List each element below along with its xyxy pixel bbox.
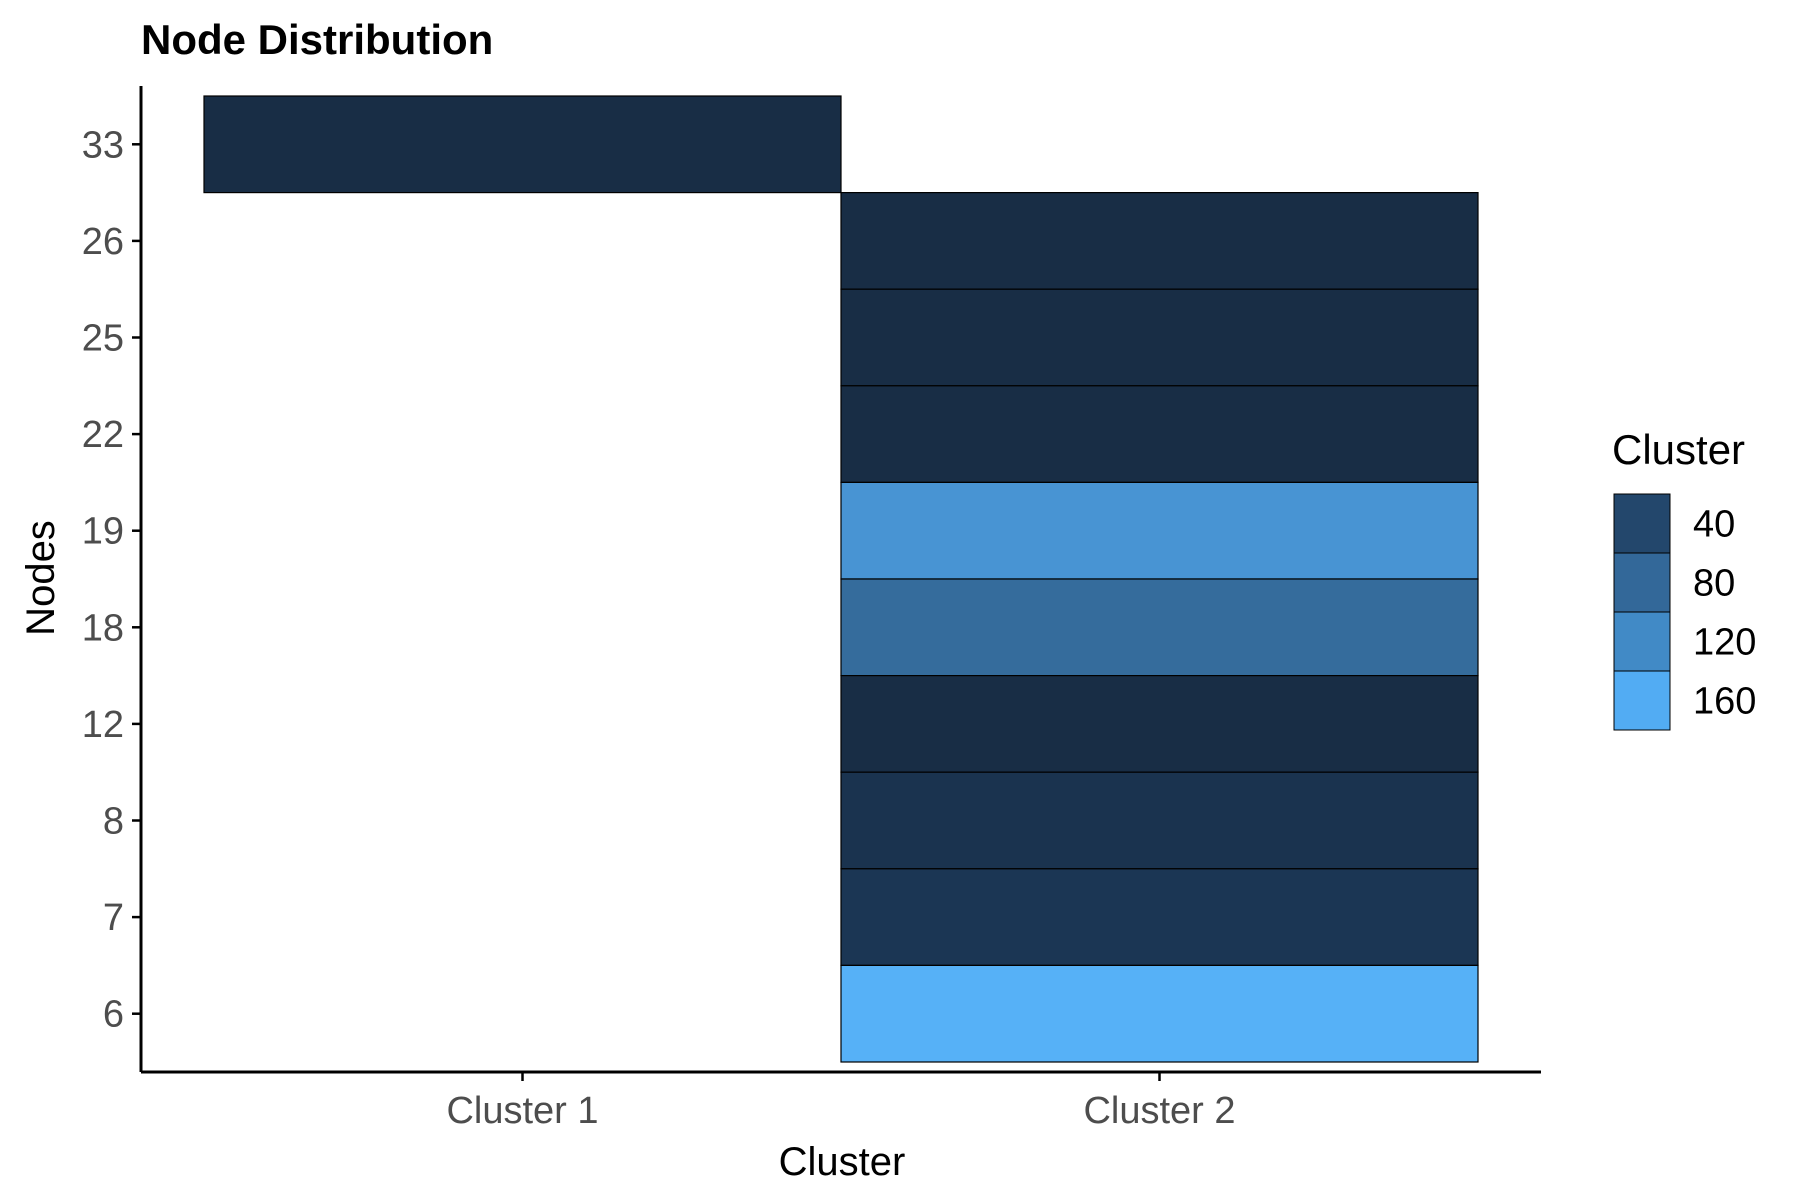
heatmap-tiles	[203, 95, 1479, 1063]
legend-title: Cluster	[1612, 426, 1745, 473]
legend-swatch-120	[1613, 611, 1671, 672]
heatmap-tile-cluster-2-18	[840, 578, 1479, 677]
chart-title: Node Distribution	[141, 16, 493, 63]
heatmap-tile-cluster-2-22	[840, 385, 1479, 483]
y-axis-title: Nodes	[19, 520, 63, 636]
y-tick-label-33: 33	[82, 124, 124, 166]
x-axis-title: Cluster	[779, 1140, 906, 1184]
heatmap-tile-cluster-2-25	[840, 288, 1479, 387]
y-tick-label-8: 8	[103, 801, 124, 843]
x-tick-label-cluster-1: Cluster 1	[446, 1090, 598, 1132]
y-tick-label-26: 26	[82, 221, 124, 263]
y-tick-label-12: 12	[82, 704, 124, 746]
heatmap-tile-cluster-2-26	[840, 192, 1479, 290]
y-tick-label-7: 7	[103, 897, 124, 939]
legend-swatch-80	[1613, 552, 1671, 613]
legend-label-160: 160	[1693, 681, 1756, 723]
legend-swatch-40	[1613, 493, 1671, 554]
legend-swatch-160	[1613, 670, 1671, 731]
legend-label-120: 120	[1693, 622, 1756, 664]
heatmap-tile-cluster-2-8	[840, 771, 1479, 870]
x-tick-label-cluster-2: Cluster 2	[1083, 1090, 1235, 1132]
heatmap-tile-cluster-2-19	[840, 481, 1479, 580]
legend-label-80: 80	[1693, 563, 1735, 605]
y-tick-label-22: 22	[82, 414, 124, 456]
y-tick-label-25: 25	[82, 318, 124, 360]
heatmap-tile-cluster-1-33	[203, 95, 842, 194]
legend-label-40: 40	[1693, 504, 1735, 546]
y-tick-label-6: 6	[103, 994, 124, 1036]
x-axis: Cluster 1 Cluster 2	[141, 1070, 1541, 1132]
heatmap-tile-cluster-2-6	[840, 964, 1479, 1063]
y-axis: 6 7 8 12 18 19 22 25 26 33	[82, 86, 143, 1072]
heatmap-tile-cluster-2-7	[840, 868, 1479, 966]
y-tick-label-19: 19	[82, 511, 124, 553]
legend: Cluster 40 80 120 160	[1612, 426, 1756, 731]
y-tick-label-18: 18	[82, 607, 124, 649]
heatmap-tile-cluster-2-12	[840, 674, 1479, 773]
